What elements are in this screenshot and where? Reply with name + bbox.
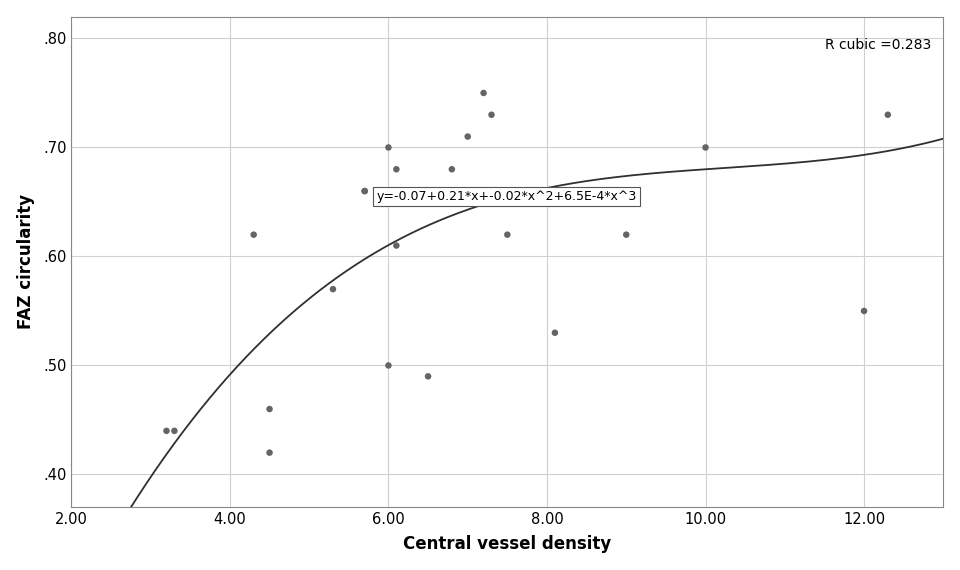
Text: y=-0.07+0.21*x+-0.02*x^2+6.5E-4*x^3: y=-0.07+0.21*x+-0.02*x^2+6.5E-4*x^3 bbox=[376, 190, 636, 203]
Point bbox=[357, 186, 372, 196]
Point bbox=[357, 186, 372, 196]
Point bbox=[476, 88, 492, 97]
Point bbox=[856, 307, 872, 316]
Text: R cubic =0.283: R cubic =0.283 bbox=[826, 38, 931, 52]
Point bbox=[262, 405, 277, 414]
Point bbox=[880, 110, 896, 119]
Point bbox=[484, 110, 499, 119]
Point bbox=[158, 426, 174, 435]
Point bbox=[420, 372, 436, 381]
Point bbox=[499, 230, 515, 239]
Point bbox=[460, 132, 475, 141]
Point bbox=[381, 361, 396, 370]
Point bbox=[262, 448, 277, 457]
Point bbox=[444, 165, 460, 174]
Point bbox=[325, 284, 341, 294]
Point bbox=[389, 241, 404, 250]
Point bbox=[246, 230, 261, 239]
X-axis label: Central vessel density: Central vessel density bbox=[403, 535, 612, 553]
Point bbox=[381, 143, 396, 152]
Point bbox=[167, 426, 182, 435]
Point bbox=[389, 165, 404, 174]
Point bbox=[396, 197, 412, 206]
Point bbox=[547, 328, 563, 337]
Point bbox=[618, 230, 634, 239]
Point bbox=[698, 143, 713, 152]
Y-axis label: FAZ circularity: FAZ circularity bbox=[16, 194, 35, 329]
